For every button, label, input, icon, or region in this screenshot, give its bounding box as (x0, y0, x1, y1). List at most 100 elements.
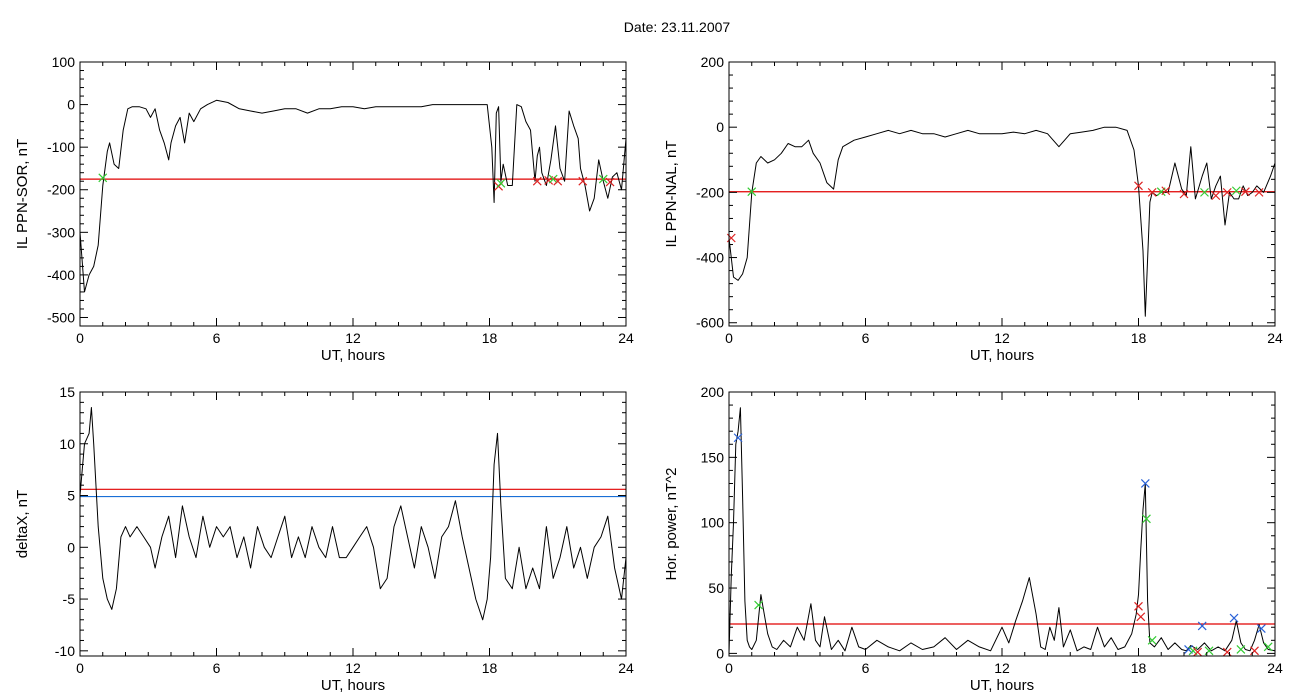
axes-frame (79, 61, 627, 327)
series-line (728, 126, 1276, 317)
cross-marker (598, 174, 608, 184)
cross-marker (1256, 624, 1266, 633)
y-tick-label: 15 (59, 384, 75, 400)
cross-marker (1134, 601, 1143, 611)
cross-marker (1147, 635, 1157, 645)
cross-marker (1231, 186, 1241, 196)
y-tick-label: 200 (701, 54, 725, 70)
y-axis-label: Hor. power, nT^2 (663, 468, 680, 581)
y-tick-label: -500 (47, 309, 75, 325)
series-line (728, 407, 1276, 654)
x-tick-label: 6 (213, 660, 221, 676)
y-tick-label: -400 (696, 250, 724, 266)
x-tick-label: 18 (1131, 660, 1147, 676)
x-axis-label: UT, hours (321, 347, 385, 364)
y-tick-label: 0 (67, 97, 75, 113)
y-axis-label: deltaX, nT (14, 490, 31, 558)
x-tick-label: 18 (482, 330, 498, 346)
cross-marker (98, 173, 108, 183)
x-tick-label: 6 (862, 330, 870, 346)
page-title: Date: 23.11.2007 (623, 19, 731, 35)
y-tick-label: -100 (47, 139, 75, 155)
x-axis-label: UT, hours (321, 677, 385, 694)
y-tick-label: 10 (59, 436, 75, 452)
x-tick-label: 0 (725, 330, 733, 346)
series-line (79, 99, 627, 293)
x-tick-label: 24 (1267, 330, 1283, 346)
chart-panel-hor-power: 0 6 12 18 24 200 150 100 50 0 UT, hours Hor. power,… (663, 384, 1283, 694)
axes-frame (728, 391, 1276, 657)
x-tick-label: 24 (618, 660, 634, 676)
y-tick-label: 200 (701, 384, 725, 400)
cross-marker (726, 233, 736, 243)
cross-marker (1236, 645, 1246, 654)
chart-panel-deltax: 0 6 12 18 24 15 10 5 0 -5 -10 UT, hours deltaX, nT (14, 384, 634, 694)
x-tick-label: 0 (725, 660, 733, 676)
cross-marker (1211, 191, 1221, 201)
cross-marker (553, 176, 563, 186)
cross-marker (733, 433, 743, 443)
cross-marker (1140, 479, 1150, 488)
x-tick-label: 12 (994, 330, 1010, 346)
cross-marker (605, 177, 615, 187)
cross-marker (1193, 647, 1203, 657)
cross-marker (1142, 514, 1151, 524)
y-tick-label: -5 (63, 591, 76, 607)
series-line (79, 407, 627, 621)
cross-marker (578, 176, 588, 186)
cross-marker (532, 176, 542, 186)
cross-marker (496, 178, 506, 188)
cross-marker (754, 600, 763, 610)
cross-marker (1250, 646, 1259, 656)
x-axis-label: UT, hours (970, 347, 1034, 364)
y-axis-label: IL PPN-SOR, nT (14, 139, 31, 249)
x-tick-label: 12 (345, 330, 361, 346)
x-tick-label: 12 (994, 660, 1010, 676)
x-tick-label: 24 (618, 330, 634, 346)
cross-marker (747, 187, 757, 197)
cross-marker (1161, 186, 1171, 196)
chart-panel-ppn-nal: 0 6 12 18 24 200 0 -200 -400 -600 UT, hours IL PPN-… (663, 54, 1283, 364)
x-tick-label: 6 (862, 660, 870, 676)
cross-marker (548, 174, 558, 184)
cross-marker (1136, 612, 1146, 622)
x-axis-label: UT, hours (970, 677, 1034, 694)
x-tick-label: 12 (345, 660, 361, 676)
axes-frame (728, 61, 1276, 327)
y-tick-label: 0 (716, 119, 724, 135)
cross-marker (1147, 187, 1157, 197)
y-tick-label: -600 (696, 315, 724, 331)
x-tick-label: 0 (76, 660, 84, 676)
y-tick-label: -200 (696, 184, 724, 200)
x-tick-label: 18 (482, 660, 498, 676)
y-tick-label: -300 (47, 224, 75, 240)
y-tick-label: 150 (701, 449, 725, 465)
y-tick-label: -10 (55, 643, 75, 659)
chart-panel-ppn-sor: 0 6 12 18 24 100 0 -100 -200 -300 -400 -500 UT, hour… (14, 54, 634, 364)
x-tick-label: 6 (213, 330, 221, 346)
cross-marker (1263, 642, 1273, 652)
x-tick-label: 24 (1267, 660, 1283, 676)
y-tick-label: 0 (67, 539, 75, 555)
cross-marker (1134, 181, 1143, 191)
y-tick-label: -200 (47, 182, 75, 198)
cross-marker (1222, 187, 1232, 197)
cross-marker (1229, 613, 1239, 623)
axes-frame (79, 391, 627, 657)
x-tick-label: 0 (76, 330, 84, 346)
y-tick-label: 100 (701, 515, 725, 531)
cross-marker (1254, 187, 1264, 197)
cross-marker (1241, 187, 1250, 197)
y-tick-label: 0 (716, 645, 724, 661)
y-axis-label: IL PPN-NAL, nT (663, 141, 680, 248)
y-tick-label: 50 (708, 580, 724, 596)
x-tick-label: 18 (1131, 330, 1147, 346)
cross-marker (1179, 189, 1189, 199)
y-tick-label: 5 (67, 488, 75, 504)
cross-marker (1222, 647, 1232, 657)
y-tick-label: -400 (47, 267, 75, 283)
y-tick-label: 100 (52, 54, 76, 70)
cross-marker (1200, 187, 1209, 197)
cross-marker (1197, 621, 1207, 631)
